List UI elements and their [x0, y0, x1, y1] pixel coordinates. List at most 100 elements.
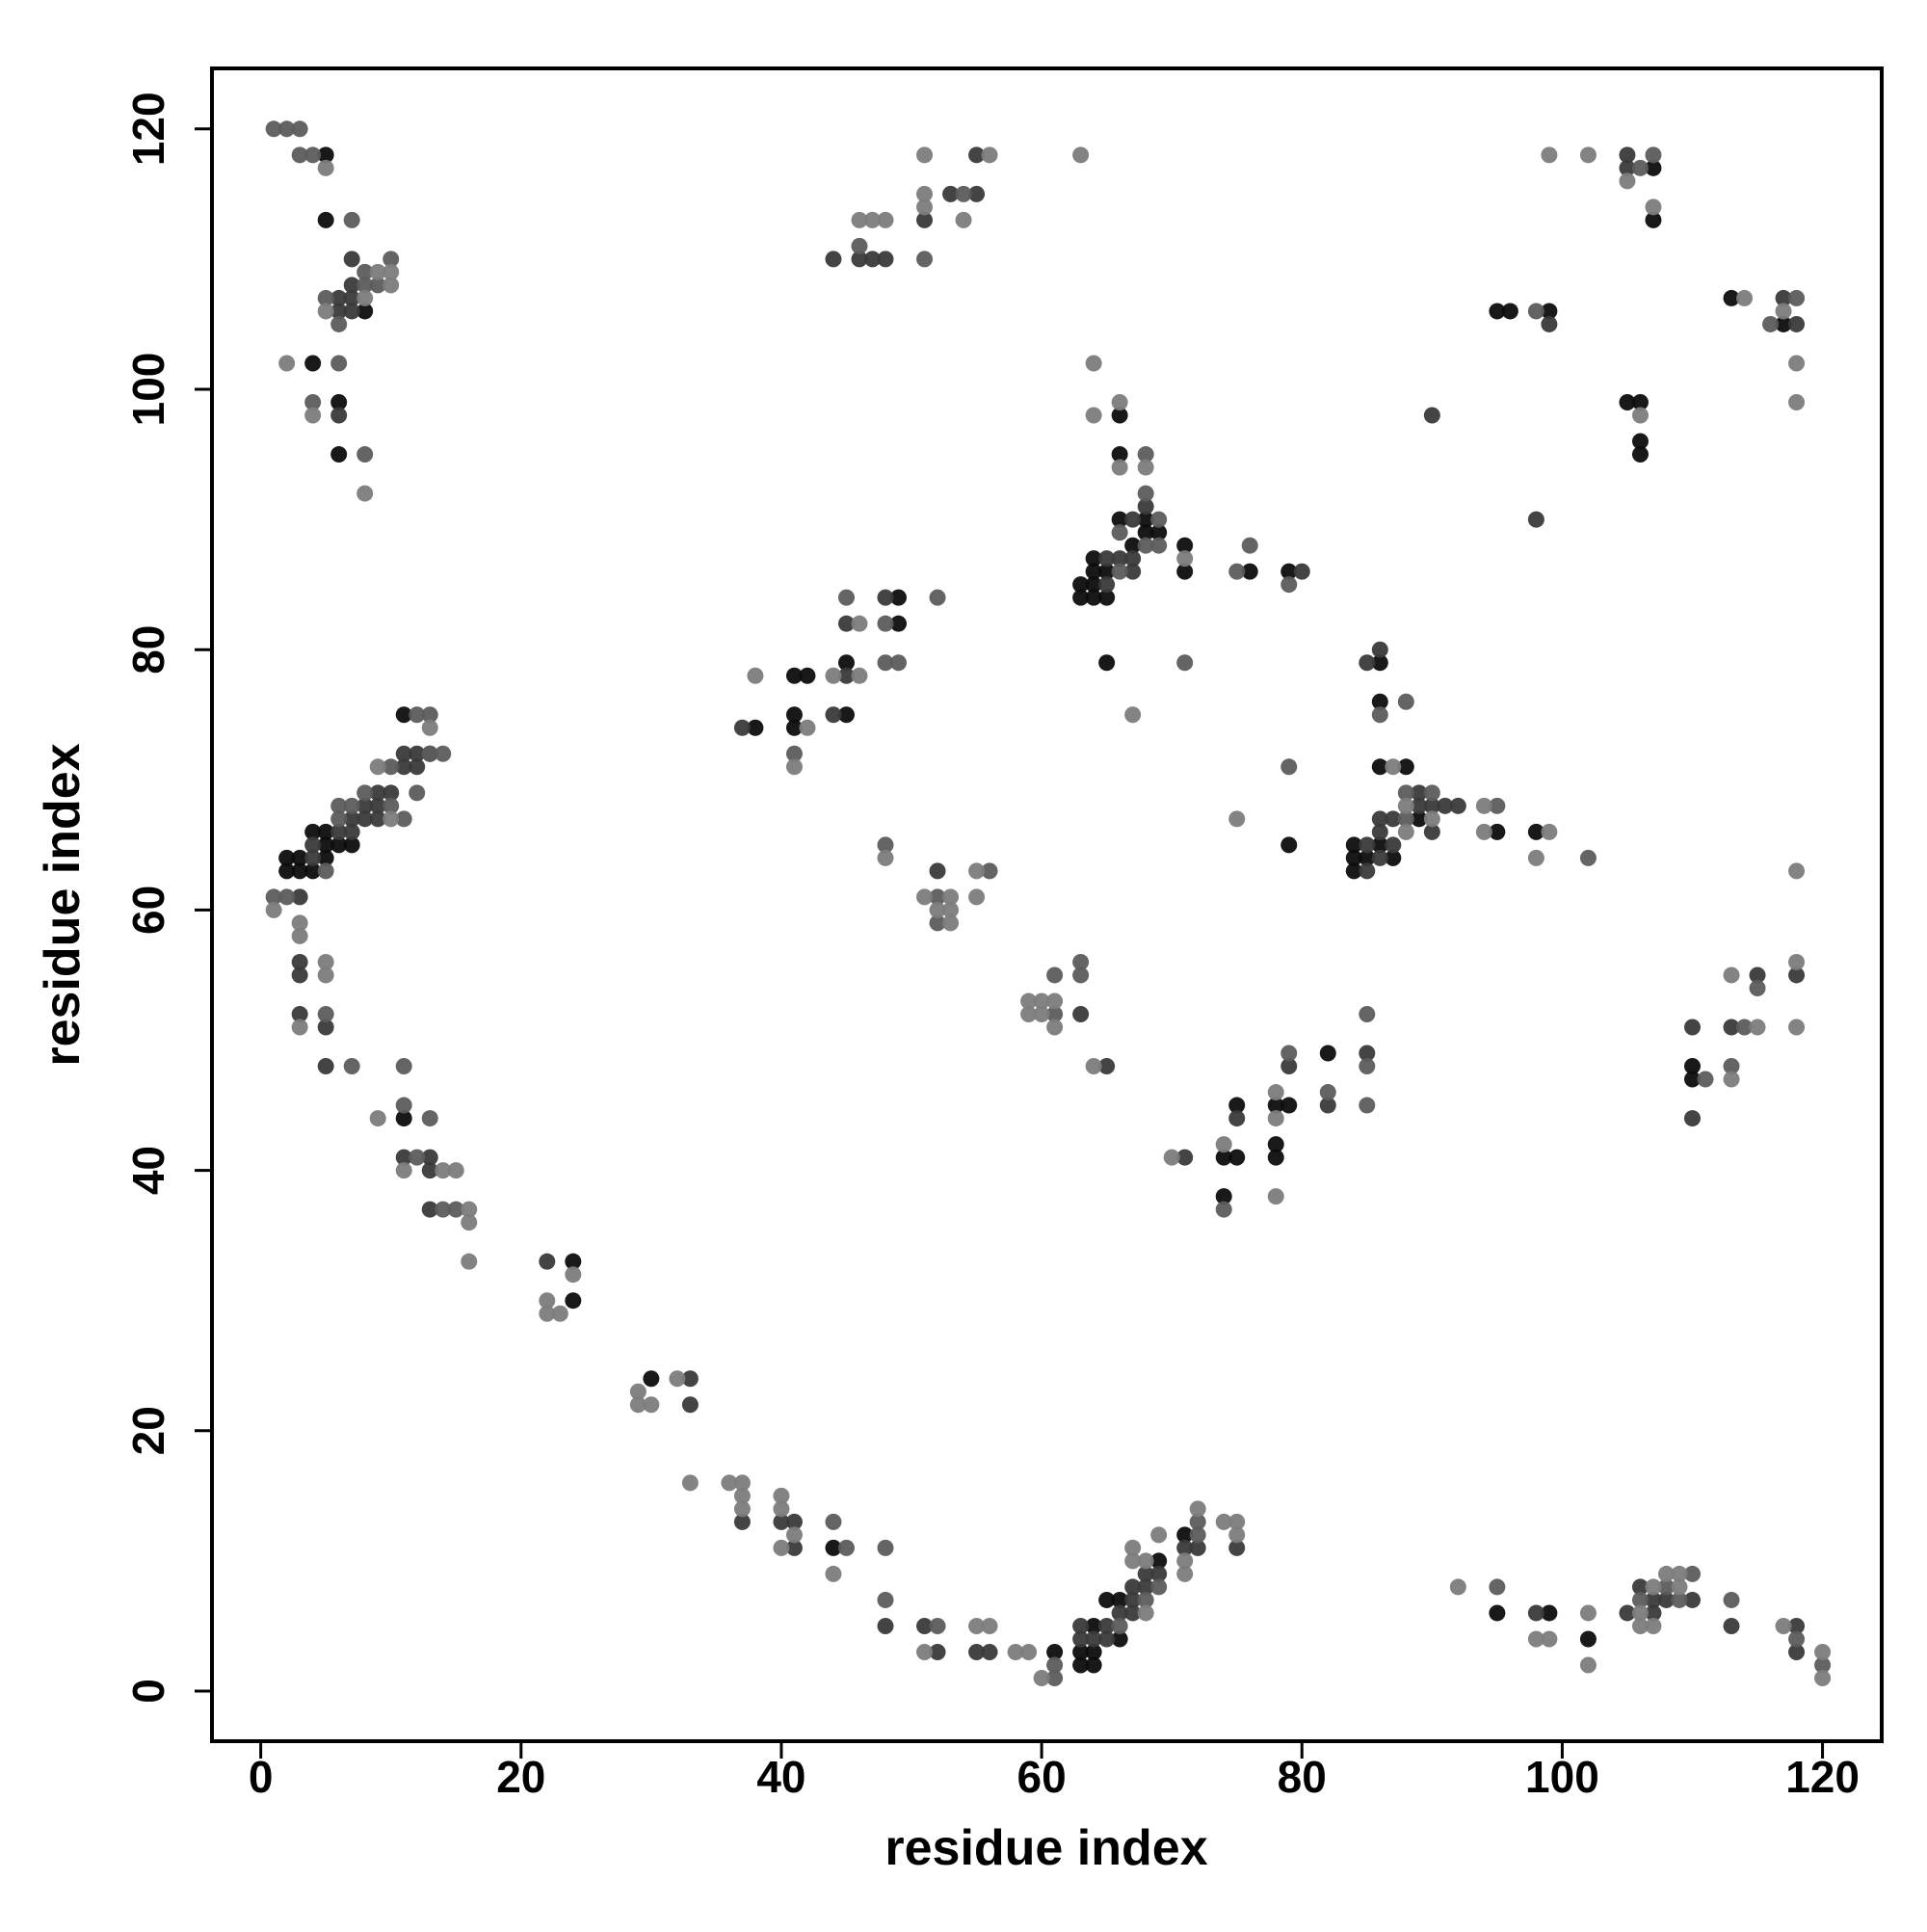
- point: [291, 849, 308, 866]
- point: [1176, 1526, 1194, 1544]
- point: [825, 1565, 842, 1582]
- point: [1228, 1097, 1246, 1114]
- point: [409, 758, 426, 776]
- point: [1137, 485, 1154, 502]
- point: [291, 120, 308, 138]
- point: [1176, 550, 1194, 568]
- point: [265, 901, 282, 918]
- point: [1033, 992, 1050, 1010]
- point: [1072, 1630, 1090, 1648]
- point: [1359, 654, 1376, 672]
- point: [1111, 511, 1128, 528]
- point: [317, 849, 334, 866]
- point: [837, 615, 855, 632]
- point: [343, 277, 360, 294]
- point: [395, 1097, 412, 1114]
- point: [1579, 849, 1597, 866]
- point: [1541, 1630, 1558, 1648]
- point: [851, 251, 868, 268]
- point: [773, 1539, 790, 1556]
- point: [291, 927, 308, 944]
- point: [863, 251, 881, 268]
- point: [1619, 1604, 1636, 1622]
- point: [747, 719, 764, 736]
- point: [1411, 797, 1428, 814]
- point: [1267, 1136, 1284, 1153]
- point: [955, 185, 972, 202]
- point: [1423, 784, 1440, 802]
- point: [1631, 394, 1649, 411]
- point: [1111, 1591, 1128, 1608]
- point: [1371, 693, 1388, 710]
- point: [1124, 1604, 1142, 1622]
- point: [1437, 797, 1454, 814]
- point: [1111, 459, 1128, 476]
- point: [1475, 797, 1492, 814]
- point: [1631, 446, 1649, 463]
- point: [1189, 1539, 1206, 1556]
- point: [1007, 1643, 1024, 1660]
- point: [1137, 511, 1154, 528]
- point: [733, 719, 751, 736]
- point: [643, 1370, 660, 1388]
- point: [1280, 1097, 1298, 1114]
- point: [1085, 576, 1102, 594]
- point: [356, 303, 374, 320]
- x-tick-label: 40: [756, 1752, 805, 1802]
- point: [851, 667, 868, 684]
- point: [1788, 862, 1806, 880]
- point: [1645, 211, 1662, 228]
- point: [1423, 797, 1440, 814]
- point: [1098, 1591, 1116, 1608]
- point: [877, 615, 894, 632]
- point: [1176, 654, 1194, 672]
- point: [1489, 797, 1506, 814]
- point: [1124, 1591, 1142, 1608]
- point: [1111, 563, 1128, 580]
- point: [1072, 953, 1090, 970]
- point: [395, 758, 412, 776]
- point: [1046, 1670, 1064, 1687]
- point: [1541, 303, 1558, 320]
- x-tick-label: 80: [1278, 1752, 1327, 1802]
- point: [851, 237, 868, 254]
- point: [1150, 1578, 1168, 1596]
- point: [356, 810, 374, 828]
- point: [1371, 823, 1388, 840]
- point: [383, 797, 400, 814]
- point: [1527, 1604, 1544, 1622]
- point: [1788, 289, 1806, 306]
- point: [291, 1005, 308, 1022]
- point: [1124, 1552, 1142, 1570]
- x-tick-label: 100: [1525, 1752, 1599, 1802]
- point: [877, 654, 894, 672]
- point: [1359, 1005, 1376, 1022]
- point: [1111, 407, 1128, 424]
- point: [1411, 784, 1428, 802]
- point: [785, 745, 803, 762]
- point: [669, 1370, 686, 1388]
- point: [785, 1526, 803, 1544]
- point: [278, 355, 296, 372]
- point: [877, 1591, 894, 1608]
- point: [330, 836, 348, 854]
- point: [851, 615, 868, 632]
- point: [343, 289, 360, 306]
- point: [877, 849, 894, 866]
- point: [565, 1253, 582, 1270]
- point: [395, 1149, 412, 1166]
- point: [330, 394, 348, 411]
- point: [1723, 966, 1740, 984]
- point: [1657, 1591, 1675, 1608]
- point: [968, 1643, 986, 1660]
- point: [265, 888, 282, 906]
- point: [356, 263, 374, 280]
- point: [1072, 1617, 1090, 1634]
- point: [916, 888, 934, 906]
- point: [1371, 849, 1388, 866]
- point: [942, 888, 960, 906]
- point: [1631, 433, 1649, 450]
- point: [356, 485, 374, 502]
- point: [1098, 589, 1116, 606]
- point: [1475, 823, 1492, 840]
